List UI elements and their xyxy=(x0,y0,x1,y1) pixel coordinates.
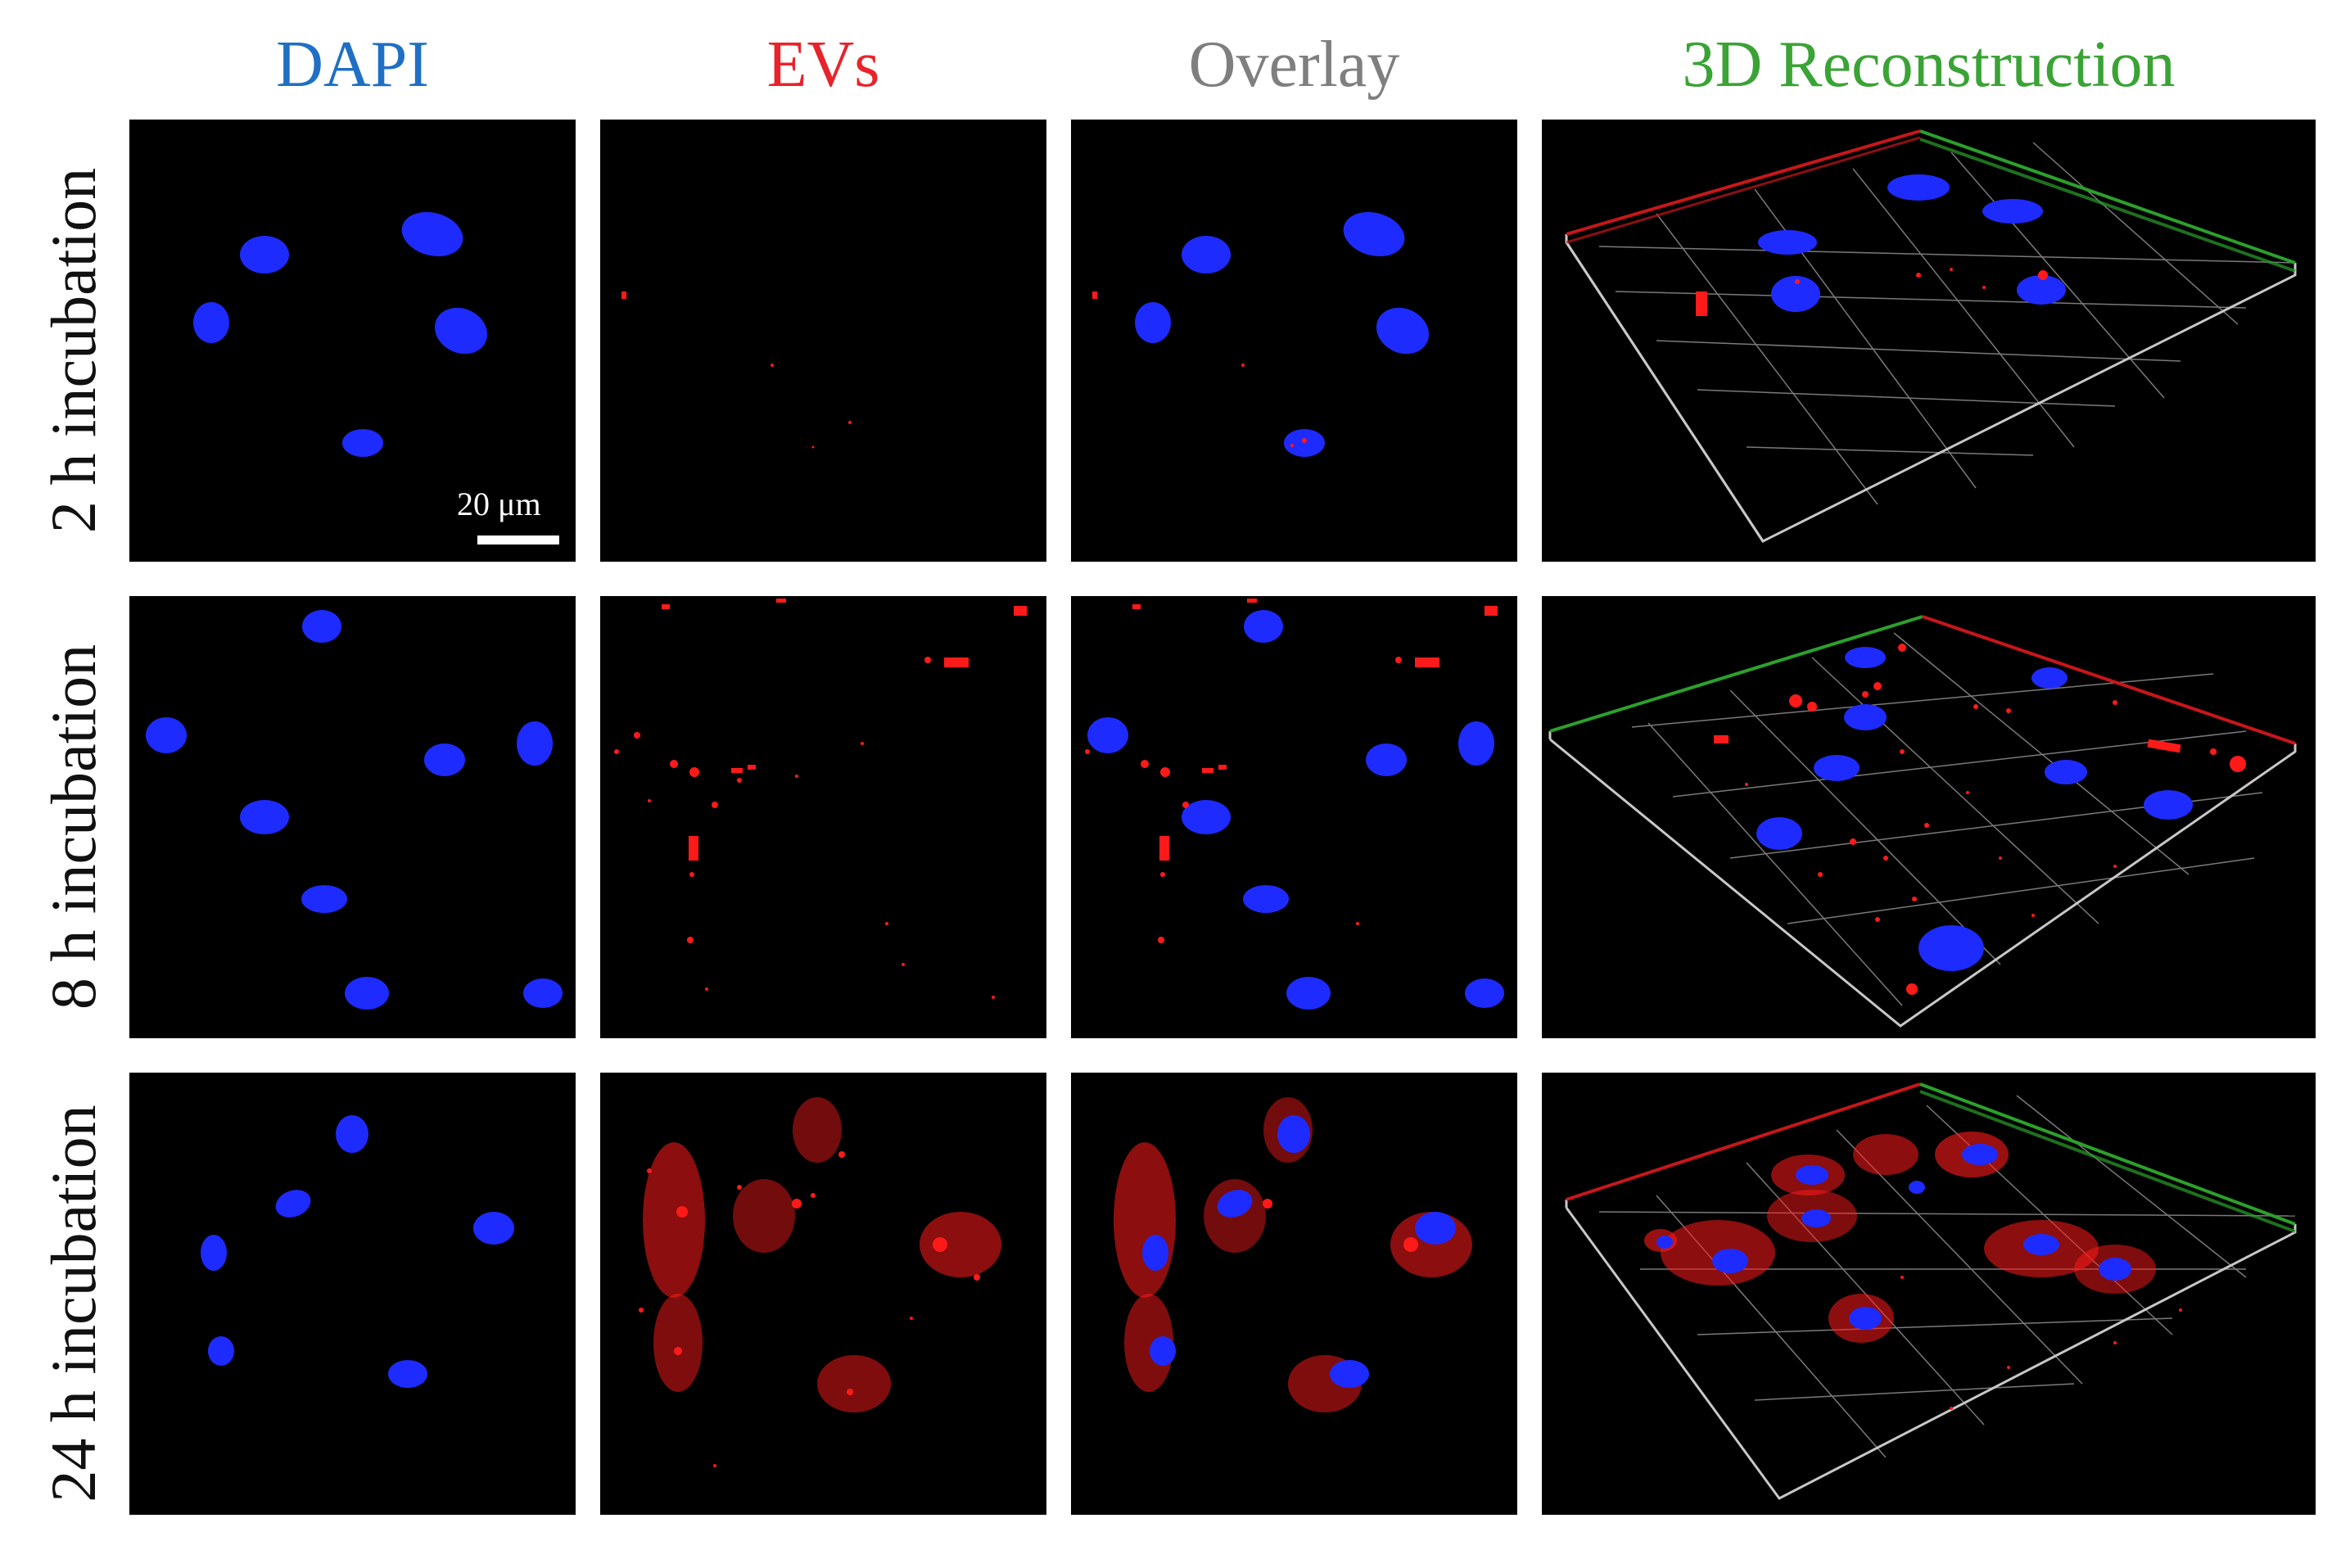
panel-3d-2h xyxy=(1542,120,2316,562)
panel-evs-8h xyxy=(600,596,1046,1038)
column-title-overlay: Overlay xyxy=(1188,29,1400,101)
panel-evs-24h xyxy=(600,1073,1046,1515)
panel-overlay-8h xyxy=(1071,596,1517,1038)
row-label-24h: 24 h incubation xyxy=(38,1105,109,1502)
panel-3d-24h xyxy=(1542,1073,2316,1515)
column-title-3d-reconstruction: 3D Reconstruction xyxy=(1682,29,2176,101)
panel-dapi-8h xyxy=(129,596,576,1038)
row-label-8h: 8 h incubation xyxy=(38,644,109,1010)
panel-dapi-2h: 20 μm xyxy=(129,120,576,562)
panel-dapi-24h xyxy=(129,1073,576,1515)
column-title-evs: EVs xyxy=(766,29,880,101)
panel-overlay-24h xyxy=(1071,1073,1517,1515)
panel-3d-8h xyxy=(1542,596,2316,1038)
panel-overlay-2h xyxy=(1071,120,1517,562)
panel-evs-2h xyxy=(600,120,1046,562)
scale-bar-label: 20 μm xyxy=(457,486,541,522)
row-label-2h: 2 h incubation xyxy=(38,167,109,534)
scale-bar xyxy=(477,535,559,545)
column-title-dapi: DAPI xyxy=(276,29,429,101)
